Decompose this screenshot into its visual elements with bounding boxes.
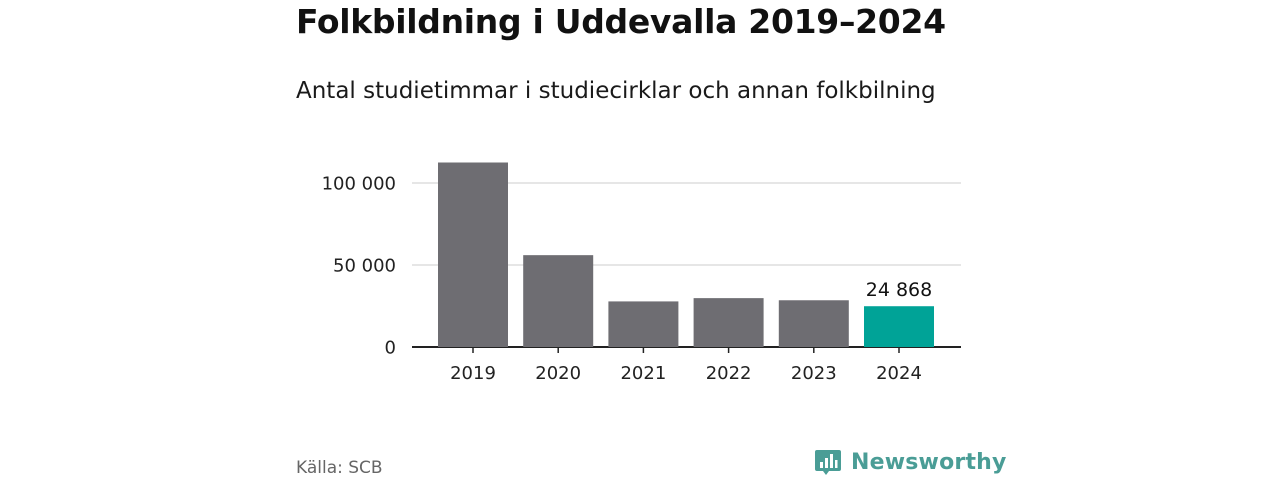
y-axis-ticks: 0 50 000 100 000 xyxy=(322,174,396,359)
brand-name: Newsworthy xyxy=(851,449,1007,475)
bar-2022 xyxy=(693,298,764,347)
x-tick-label: 2024 xyxy=(876,363,922,384)
newsworthy-logo: Newsworthy xyxy=(814,446,1007,478)
x-tick-label: 2019 xyxy=(450,363,496,384)
newsworthy-logo-icon xyxy=(815,450,841,475)
bar-2019 xyxy=(438,162,508,347)
x-axis-ticks: 2019 2020 2021 2022 2023 2024 xyxy=(450,347,922,384)
bars xyxy=(438,162,934,347)
chart-title: Folkbildning i Uddevalla 2019–2024 xyxy=(296,2,946,41)
y-tick-label: 0 xyxy=(385,338,396,359)
chart-subtitle: Antal studietimmar i studiecirklar och a… xyxy=(296,78,936,104)
y-tick-label: 50 000 xyxy=(333,256,396,277)
source-note: Källa: SCB xyxy=(296,458,383,478)
x-tick-label: 2022 xyxy=(706,363,752,384)
bar-2023 xyxy=(778,300,849,347)
bar-2020 xyxy=(523,255,594,347)
y-tick-label: 100 000 xyxy=(322,174,396,195)
data-label-2024: 24 868 xyxy=(866,279,932,301)
data-labels: 24 868 xyxy=(866,279,932,301)
bar-2021 xyxy=(608,301,679,347)
bar-2024 xyxy=(864,306,934,347)
x-tick-label: 2020 xyxy=(535,363,581,384)
x-tick-label: 2023 xyxy=(791,363,837,384)
x-tick-label: 2021 xyxy=(620,363,666,384)
